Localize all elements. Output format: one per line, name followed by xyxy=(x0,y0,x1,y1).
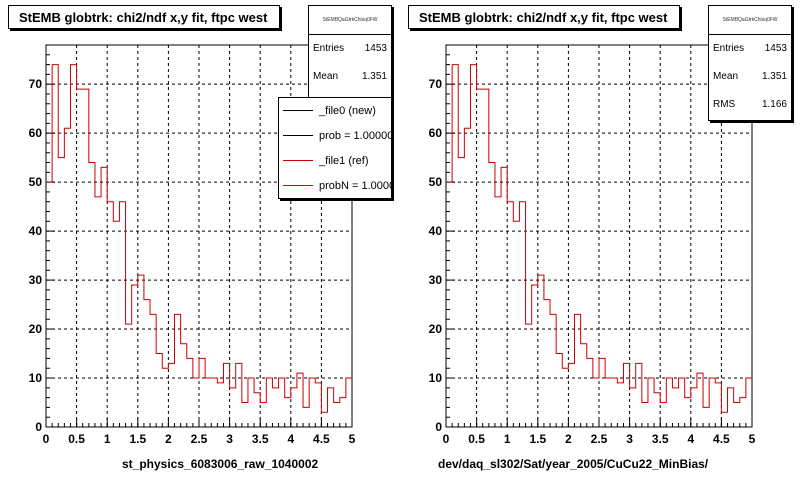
x-tick-label: 5 xyxy=(349,432,356,446)
x-tick-label: 2 xyxy=(565,432,572,446)
y-tick-label: 0 xyxy=(35,420,42,434)
y-tick-label: 10 xyxy=(29,371,43,385)
x-tick-label: 3.5 xyxy=(252,432,269,446)
left-stats-mean-row: Mean 1.351 xyxy=(309,63,391,91)
left-stats-box: StEMBQaGtrkChisq0FW Entries 1453 Mean 1.… xyxy=(308,5,392,99)
left-stats-hist-name: StEMBQaGtrkChisq0FW xyxy=(309,6,391,35)
right-stats-mean-value: 1.351 xyxy=(761,71,787,82)
y-tick-label: 20 xyxy=(29,322,43,336)
y-tick-label: 0 xyxy=(435,420,442,434)
left-legend: _file0 (new) prob = 1.000000 _file1 (ref… xyxy=(278,97,392,199)
legend-entry-file0: _file0 (new) xyxy=(279,98,391,123)
left-chart-title: StEMB globtrk: chi2/ndf x,y fit, ftpc we… xyxy=(8,5,280,29)
right-chart-panel: 0 0.5 1 1.5 2 2.5 3 3.5 4 4.5 5 0 10 20 30 40 50 60 70 StE… xyxy=(400,0,800,480)
legend-label-prob: prob = 1.000000 xyxy=(319,129,392,142)
x-tick-label: 0 xyxy=(43,432,50,446)
x-tick-label: 3 xyxy=(226,432,233,446)
x-tick-label: 0 xyxy=(443,432,450,446)
y-tick-label: 70 xyxy=(29,77,43,91)
x-tick-label: 4 xyxy=(287,432,294,446)
histogram-series-0 xyxy=(446,64,752,413)
x-tick-label: 3.5 xyxy=(652,432,669,446)
right-stats-entries-label: Entries xyxy=(713,43,745,54)
y-tick-label: 40 xyxy=(29,224,43,238)
right-x-axis-label: dev/daq_sl302/Sat/year_2005/CuCu22_MinBi… xyxy=(438,457,709,471)
right-stats-entries-value: 1453 xyxy=(764,43,787,54)
x-tick-label: 2.5 xyxy=(591,432,608,446)
y-tick-label: 10 xyxy=(429,371,443,385)
right-chart-title: StEMB globtrk: chi2/ndf x,y fit, ftpc we… xyxy=(408,5,680,29)
legend-entry-probn: probN = 1.000000 xyxy=(279,173,391,198)
legend-label-probn: probN = 1.000000 xyxy=(319,179,391,192)
left-stats-entries-row: Entries 1453 xyxy=(309,35,391,63)
left-stats-mean-label: Mean xyxy=(313,71,339,82)
x-tick-label: 5 xyxy=(749,432,756,446)
right-stats-rms-label: RMS xyxy=(713,99,736,110)
left-stats-entries-label: Entries xyxy=(313,43,345,54)
legend-line-prob xyxy=(283,135,313,136)
y-tick-label: 50 xyxy=(29,175,43,189)
right-stats-hist-name: StEMBQaGtrkChisq0FW xyxy=(709,6,791,35)
histogram-series-1 xyxy=(46,64,352,413)
y-tick-label: 20 xyxy=(429,322,443,336)
x-tick-label: 1 xyxy=(104,432,111,446)
right-stats-box: StEMBQaGtrkChisq0FW Entries 1453 Mean 1.… xyxy=(708,5,792,121)
left-stats-entries-value: 1453 xyxy=(364,43,387,54)
x-tick-label: 4.5 xyxy=(313,432,330,446)
y-tick-label: 70 xyxy=(429,77,443,91)
x-tick-label: 4.5 xyxy=(713,432,730,446)
y-tick-label: 50 xyxy=(429,175,443,189)
right-stats-entries-row: Entries 1453 xyxy=(709,35,791,63)
x-tick-label: 1.5 xyxy=(129,432,146,446)
x-tick-label: 0.5 xyxy=(68,432,85,446)
right-stats-rms-value: 1.166 xyxy=(761,99,787,110)
left-stats-mean-value: 1.351 xyxy=(361,71,387,82)
y-tick-label: 30 xyxy=(29,273,43,287)
right-stats-rms-row: RMS 1.166 xyxy=(709,91,791,119)
x-tick-label: 2.5 xyxy=(191,432,208,446)
x-tick-label: 4 xyxy=(687,432,694,446)
right-stats-mean-label: Mean xyxy=(713,71,739,82)
x-tick-label: 3 xyxy=(626,432,633,446)
legend-entry-file1: _file1 (ref) xyxy=(279,148,391,173)
x-tick-label: 1 xyxy=(504,432,511,446)
legend-line-probn xyxy=(283,185,313,186)
legend-entry-prob: prob = 1.000000 xyxy=(279,123,391,148)
left-x-axis-label: st_physics_6083006_raw_1040002 xyxy=(122,457,319,471)
x-tick-label: 0.5 xyxy=(468,432,485,446)
y-tick-label: 40 xyxy=(429,224,443,238)
y-tick-label: 30 xyxy=(429,273,443,287)
legend-label-file0: _file0 (new) xyxy=(319,104,376,117)
x-tick-label: 2 xyxy=(165,432,172,446)
legend-line-file0 xyxy=(283,110,313,111)
right-stats-mean-row: Mean 1.351 xyxy=(709,63,791,91)
y-tick-label: 60 xyxy=(429,126,443,140)
y-tick-label: 60 xyxy=(29,126,43,140)
x-tick-label: 1.5 xyxy=(529,432,546,446)
legend-line-file1 xyxy=(283,160,313,161)
left-chart-panel: 0 0.5 1 1.5 2 2.5 3 3.5 4 4.5 5 0 10 20 30 40 50 60 70 StE… xyxy=(8,5,392,471)
legend-label-file1: _file1 (ref) xyxy=(319,154,369,167)
